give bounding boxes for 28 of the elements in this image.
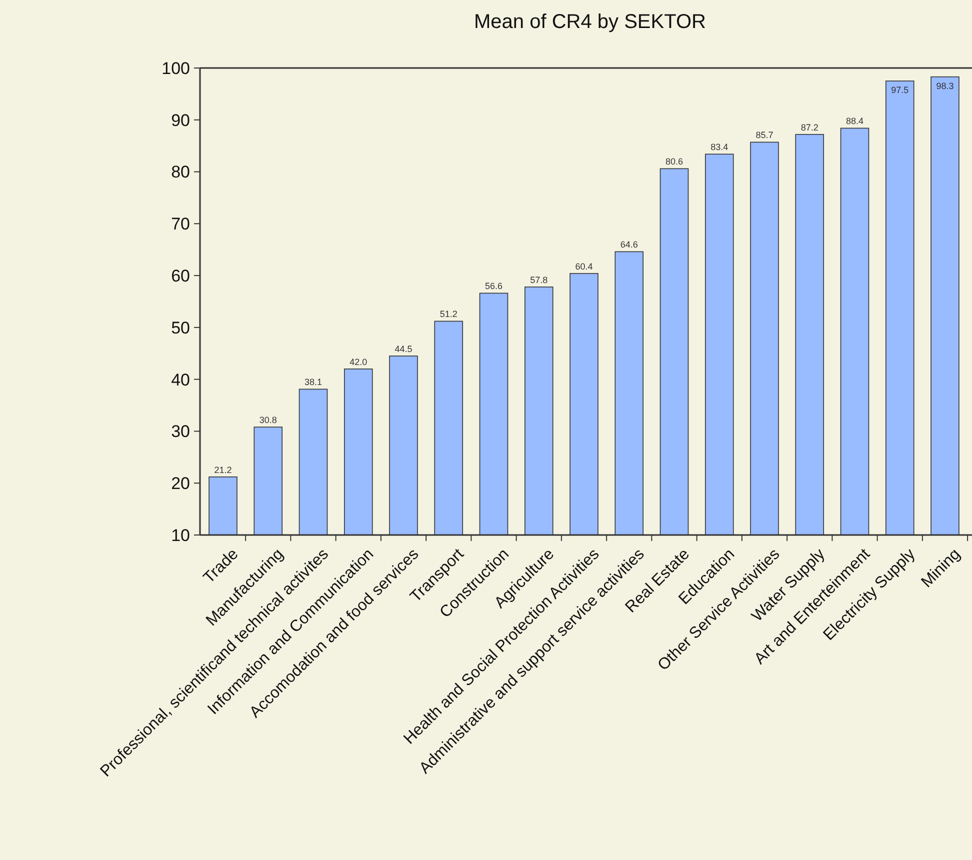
y-tick-label: 50 — [171, 318, 190, 338]
y-tick-label: 60 — [171, 266, 190, 286]
y-tick-label: 80 — [171, 162, 190, 182]
y-tick-label: 40 — [171, 370, 190, 390]
data-label: 30.8 — [259, 415, 277, 426]
data-label: 85.7 — [756, 130, 774, 140]
data-label: 97.5 — [891, 84, 909, 95]
data-label: 42.0 — [350, 356, 368, 367]
data-label: 83.4 — [710, 142, 728, 152]
y-tick-label: 20 — [171, 474, 190, 494]
data-label: 60.4 — [575, 261, 593, 272]
data-label: 56.6 — [484, 281, 503, 292]
data-label: 44.5 — [394, 344, 412, 354]
data-label: 38.1 — [304, 377, 322, 388]
chart-title: Mean of CR4 by SEKTOR — [474, 11, 706, 33]
y-tick-label: 70 — [171, 214, 190, 234]
data-label: 98.3 — [936, 80, 954, 91]
data-label: 88.4 — [846, 116, 864, 126]
data-label: 57.8 — [530, 274, 548, 285]
y-tick-label: 30 — [171, 422, 190, 442]
data-label: 21.2 — [214, 464, 232, 475]
data-label: 87.2 — [800, 122, 818, 132]
data-label: 51.2 — [440, 309, 458, 320]
data-label: 64.6 — [620, 240, 638, 250]
y-tick-label: 90 — [171, 110, 190, 130]
data-label: 80.6 — [665, 156, 684, 167]
y-tick-label: 10 — [171, 526, 190, 545]
y-tick-label: 100 — [162, 58, 190, 78]
